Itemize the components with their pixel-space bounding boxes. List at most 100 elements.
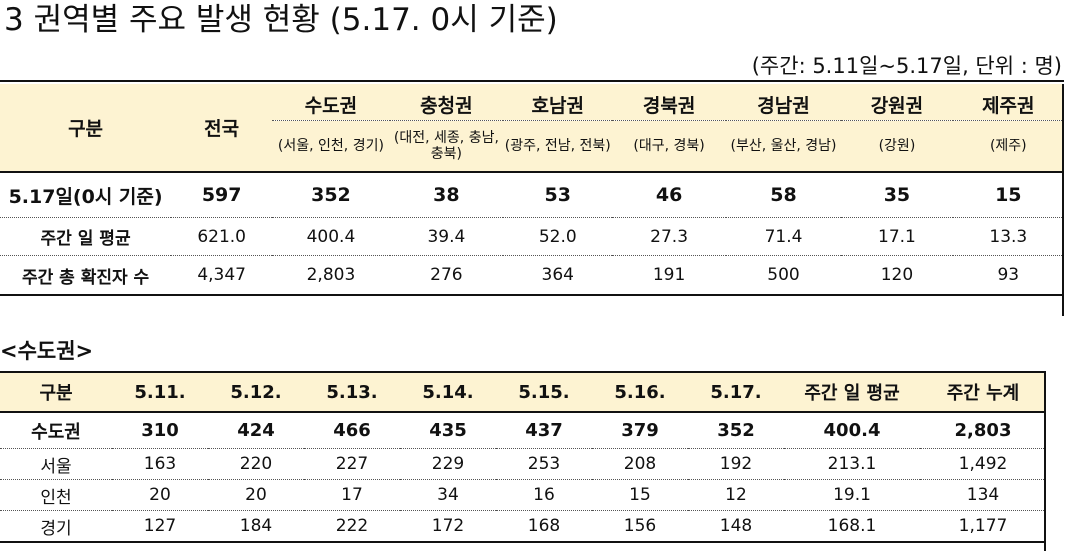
table-cell: 52.0 <box>503 217 613 256</box>
region-subheader: (광주, 전남, 전북) <box>504 138 611 154</box>
header-rule <box>0 80 1064 82</box>
table-cell: 35 <box>841 171 953 218</box>
column-header: 주간 일 평균 <box>784 372 920 413</box>
column-header: 주간 누계 <box>920 372 1046 413</box>
table-cell: 20 <box>112 479 208 511</box>
table-cell: 621.0 <box>171 217 273 256</box>
row-label: 수도권 <box>0 412 112 449</box>
table-cell: 38 <box>389 171 504 218</box>
table-cell: 352 <box>272 171 390 218</box>
table-cell: 20 <box>208 479 304 511</box>
row-label: 서울 <box>0 448 112 480</box>
region-subheader: (서울, 인천, 경기) <box>277 138 384 154</box>
table-cell: 379 <box>592 412 688 449</box>
table-cell: 134 <box>920 479 1046 511</box>
table-cell: 1,177 <box>958 516 1008 536</box>
table-cell: 27.3 <box>612 217 726 256</box>
table-cell: 58 <box>725 171 842 218</box>
table-cell: 184 <box>239 516 273 536</box>
row-label: 주간 총 확진자 수 <box>0 255 172 296</box>
region-subheader: (부산, 울산, 경남) <box>730 138 837 154</box>
table-cell: 120 <box>841 255 953 296</box>
column-header: 구분 <box>0 372 112 413</box>
table-cell: 400.4 <box>272 217 390 256</box>
table-cell: 437 <box>496 412 592 449</box>
table-cell: 2,803 <box>920 412 1046 449</box>
table-row: 주간 일 평균 621.0 400.4 39.4 52.0 27.3 71.4 … <box>0 217 1064 256</box>
table-cell: 168 <box>527 516 561 536</box>
table-cell: 192 <box>688 448 784 480</box>
table-cell: 208 <box>592 448 688 480</box>
table-cell: 310 <box>112 412 208 449</box>
column-header: 5.15. <box>496 372 592 413</box>
table-cell: 12 <box>688 479 784 511</box>
region-header: 경남권 <box>725 84 842 121</box>
table-row: 주간 총 확진자 수 4,347 2,803 276 364 191 500 1… <box>0 255 1064 296</box>
region-subheader: (강원) <box>878 138 916 154</box>
region-header: 호남권 <box>503 84 613 121</box>
table-cell: 220 <box>208 448 304 480</box>
row-label: 5.17일(0시 기준) <box>0 171 172 218</box>
table-cell: 15 <box>952 171 1064 218</box>
table-row: 경기 127 184 222 172 168 156 148 168.1 1,1… <box>0 511 1046 543</box>
table-cell: 400.4 <box>784 412 920 449</box>
table-cell: 53 <box>503 171 613 218</box>
corner-label: 구분 <box>68 118 104 140</box>
table-cell: 46 <box>612 171 726 218</box>
table-cell: 213.1 <box>784 448 920 480</box>
table-cell: 156 <box>623 516 657 536</box>
column-header: 5.11. <box>112 372 208 413</box>
table-cell: 597 <box>171 171 273 218</box>
table-cell: 2,803 <box>272 255 390 296</box>
row-label: 주간 일 평균 <box>0 217 172 256</box>
region-header: 제주권 <box>952 84 1064 121</box>
table-cell: 71.4 <box>725 217 842 256</box>
section-label: <수도권> <box>0 339 94 363</box>
table-cell: 227 <box>304 448 400 480</box>
table-cell: 352 <box>688 412 784 449</box>
column-header: 5.13. <box>304 372 400 413</box>
table-cell: 163 <box>112 448 208 480</box>
region-subheader: (대구, 경북) <box>633 138 705 154</box>
table-row: 서울 163 220 227 229 253 208 192 213.1 1,4… <box>0 448 1046 480</box>
table-cell: 4,347 <box>171 255 273 296</box>
table-right-border <box>1044 371 1046 551</box>
table-cell: 191 <box>612 255 726 296</box>
region-subheader: (제주) <box>989 138 1027 154</box>
table-row: 인천 20 20 17 34 16 15 12 19.1 134 <box>0 479 1046 511</box>
region-header: 수도권 <box>272 84 390 121</box>
region-header: 강원권 <box>841 84 953 121</box>
table-cell: 168.1 <box>827 516 877 536</box>
header-row: 구분 5.11. 5.12. 5.13. 5.14. 5.15. 5.16. 5… <box>0 372 1046 413</box>
table-row: 5.17일(0시 기준) 597 352 38 53 46 58 35 15 <box>0 171 1064 218</box>
row-label: 경기 <box>40 518 72 539</box>
table-cell: 39.4 <box>389 217 504 256</box>
region-subheader: (대전, 세종, 충남, 충북) <box>393 130 499 162</box>
table-cell: 1,492 <box>920 448 1046 480</box>
table-cell: 364 <box>503 255 613 296</box>
capital-region-daily-table: 구분 5.11. 5.12. 5.13. 5.14. 5.15. 5.16. 5… <box>0 371 1046 543</box>
column-header: 5.14. <box>400 372 496 413</box>
table-cell: 172 <box>431 516 465 536</box>
table-cell: 222 <box>335 516 369 536</box>
table-cell: 229 <box>400 448 496 480</box>
national-header: 전국 <box>204 118 240 140</box>
unit-note: (주간: 5.11일~5.17일, 단위 : 명) <box>751 54 1062 78</box>
table-cell: 424 <box>208 412 304 449</box>
table-cell: 19.1 <box>784 479 920 511</box>
table-cell: 34 <box>400 479 496 511</box>
page-title: 3 권역별 주요 발생 현황 (5.17. 0시 기준) <box>4 2 558 38</box>
table-cell: 253 <box>496 448 592 480</box>
regional-summary-table: 구분 전국 수도권 충청권 호남권 경북권 경남권 강원권 제주권 (서울, 인… <box>0 84 1064 296</box>
region-header: 경북권 <box>612 84 726 121</box>
row-label: 인천 <box>0 479 112 511</box>
column-header: 5.17. <box>688 372 784 413</box>
table-cell: 17.1 <box>841 217 953 256</box>
table-cell: 16 <box>496 479 592 511</box>
table-cell: 127 <box>143 516 177 536</box>
table-right-border <box>1062 84 1064 316</box>
table-cell: 13.3 <box>952 217 1064 256</box>
table-cell: 93 <box>952 255 1064 296</box>
table-cell: 466 <box>304 412 400 449</box>
column-header: 5.16. <box>592 372 688 413</box>
